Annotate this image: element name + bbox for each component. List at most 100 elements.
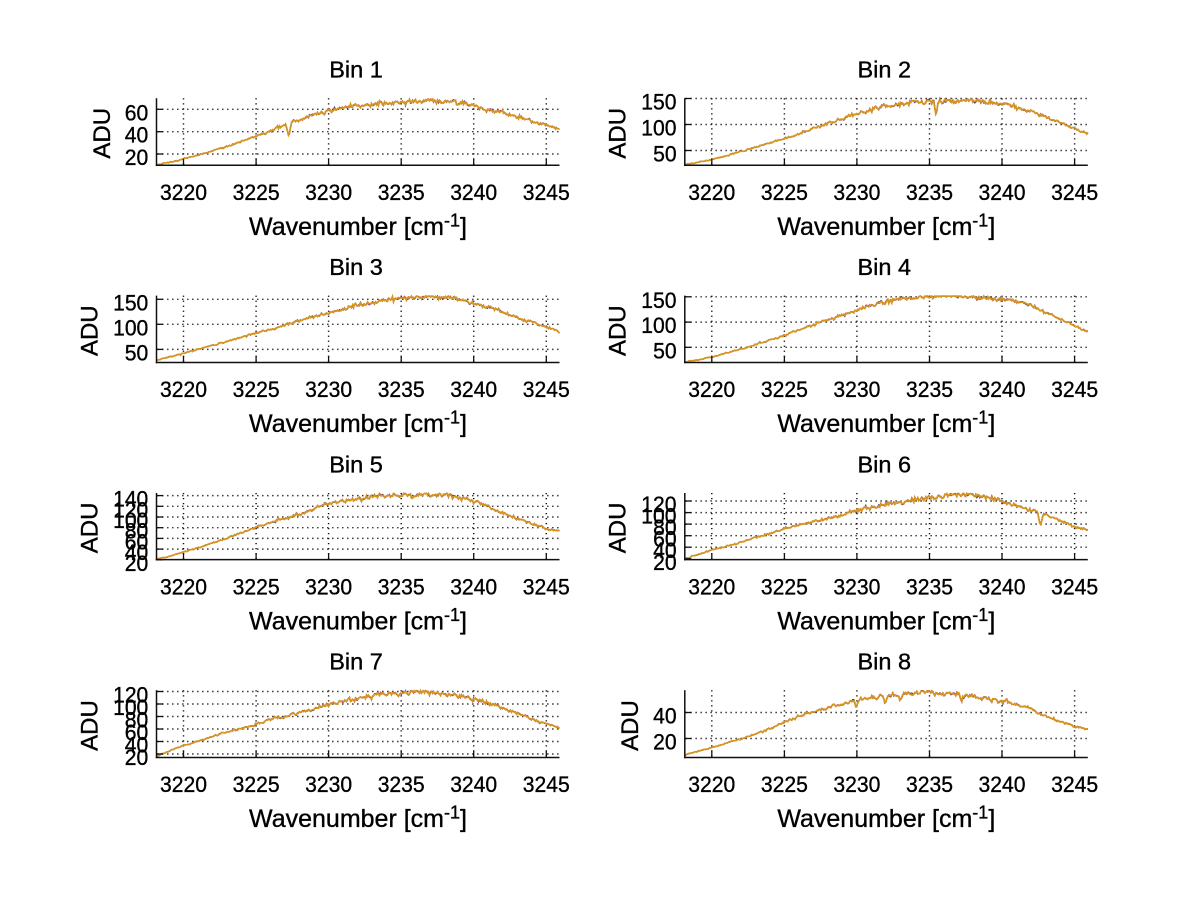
svg-text:3235: 3235 xyxy=(906,772,953,797)
svg-text:3225: 3225 xyxy=(233,180,280,205)
svg-text:60: 60 xyxy=(125,100,149,125)
svg-text:3240: 3240 xyxy=(979,574,1026,599)
svg-text:Bin 3: Bin 3 xyxy=(329,254,383,280)
svg-text:40: 40 xyxy=(125,733,149,758)
svg-text:3230: 3230 xyxy=(833,377,880,402)
svg-text:3235: 3235 xyxy=(378,180,425,205)
svg-text:60: 60 xyxy=(653,527,677,552)
svg-text:3245: 3245 xyxy=(1051,574,1098,599)
svg-text:3225: 3225 xyxy=(233,574,280,599)
svg-text:100: 100 xyxy=(113,508,148,533)
svg-text:Wavenumber [cm-1]: Wavenumber [cm-1] xyxy=(777,803,995,834)
svg-text:3220: 3220 xyxy=(688,772,735,797)
svg-text:3220: 3220 xyxy=(160,180,207,205)
svg-text:40: 40 xyxy=(125,123,149,148)
svg-text:80: 80 xyxy=(653,515,677,540)
svg-text:3230: 3230 xyxy=(305,574,352,599)
svg-text:Wavenumber [cm-1]: Wavenumber [cm-1] xyxy=(249,408,467,439)
svg-text:20: 20 xyxy=(653,730,677,755)
svg-text:60: 60 xyxy=(125,720,149,745)
svg-text:3230: 3230 xyxy=(833,180,880,205)
svg-text:140: 140 xyxy=(113,487,148,512)
svg-text:3220: 3220 xyxy=(688,377,735,402)
svg-text:3220: 3220 xyxy=(688,180,735,205)
svg-text:40: 40 xyxy=(125,540,149,565)
svg-text:ADU: ADU xyxy=(617,700,644,751)
svg-text:120: 120 xyxy=(113,497,148,522)
svg-text:3225: 3225 xyxy=(761,180,808,205)
svg-text:ADU: ADU xyxy=(89,108,116,159)
svg-text:Bin 8: Bin 8 xyxy=(858,649,912,675)
svg-text:100: 100 xyxy=(113,315,148,340)
svg-text:3235: 3235 xyxy=(378,772,425,797)
svg-text:120: 120 xyxy=(113,683,148,708)
svg-text:3220: 3220 xyxy=(160,772,207,797)
svg-text:50: 50 xyxy=(125,340,149,365)
svg-text:150: 150 xyxy=(113,290,148,315)
svg-text:20: 20 xyxy=(125,551,149,576)
svg-text:3235: 3235 xyxy=(906,180,953,205)
svg-text:3235: 3235 xyxy=(378,574,425,599)
svg-text:Bin 5: Bin 5 xyxy=(329,451,383,477)
svg-text:100: 100 xyxy=(641,313,676,338)
svg-text:ADU: ADU xyxy=(76,503,103,554)
svg-text:3245: 3245 xyxy=(1051,180,1098,205)
svg-text:3220: 3220 xyxy=(688,574,735,599)
svg-text:40: 40 xyxy=(653,704,677,729)
svg-text:3240: 3240 xyxy=(979,180,1026,205)
svg-text:3245: 3245 xyxy=(523,180,570,205)
svg-text:60: 60 xyxy=(125,529,149,554)
svg-text:150: 150 xyxy=(641,288,676,313)
svg-text:Bin 7: Bin 7 xyxy=(329,649,383,675)
svg-text:3245: 3245 xyxy=(523,574,570,599)
svg-text:20: 20 xyxy=(653,550,677,575)
svg-text:100: 100 xyxy=(641,116,676,141)
svg-text:3245: 3245 xyxy=(1051,772,1098,797)
svg-text:3225: 3225 xyxy=(233,772,280,797)
svg-text:3225: 3225 xyxy=(761,574,808,599)
svg-text:20: 20 xyxy=(125,745,149,770)
svg-text:3225: 3225 xyxy=(761,377,808,402)
svg-text:ADU: ADU xyxy=(605,503,632,554)
svg-text:Wavenumber [cm-1]: Wavenumber [cm-1] xyxy=(777,211,995,242)
svg-text:3230: 3230 xyxy=(305,180,352,205)
svg-text:50: 50 xyxy=(653,142,677,167)
svg-text:Wavenumber [cm-1]: Wavenumber [cm-1] xyxy=(249,211,467,242)
svg-text:120: 120 xyxy=(641,492,676,517)
svg-text:3235: 3235 xyxy=(906,377,953,402)
svg-text:3235: 3235 xyxy=(906,574,953,599)
svg-text:3245: 3245 xyxy=(523,772,570,797)
svg-text:ADU: ADU xyxy=(76,305,103,356)
svg-text:3235: 3235 xyxy=(378,377,425,402)
svg-text:Bin 4: Bin 4 xyxy=(858,254,912,280)
svg-text:Wavenumber [cm-1]: Wavenumber [cm-1] xyxy=(249,803,467,834)
svg-text:ADU: ADU xyxy=(605,108,632,159)
svg-text:3240: 3240 xyxy=(979,772,1026,797)
svg-text:3240: 3240 xyxy=(979,377,1026,402)
svg-text:Wavenumber [cm-1]: Wavenumber [cm-1] xyxy=(249,605,467,636)
svg-text:Wavenumber [cm-1]: Wavenumber [cm-1] xyxy=(777,605,995,636)
svg-text:3230: 3230 xyxy=(305,772,352,797)
svg-text:Bin 1: Bin 1 xyxy=(329,57,383,83)
svg-text:100: 100 xyxy=(113,695,148,720)
svg-text:50: 50 xyxy=(653,338,677,363)
svg-text:Bin 2: Bin 2 xyxy=(858,57,912,83)
svg-text:3240: 3240 xyxy=(450,574,497,599)
svg-text:Wavenumber [cm-1]: Wavenumber [cm-1] xyxy=(777,408,995,439)
svg-text:80: 80 xyxy=(125,708,149,733)
svg-text:3225: 3225 xyxy=(761,772,808,797)
svg-text:3245: 3245 xyxy=(523,377,570,402)
svg-text:3220: 3220 xyxy=(160,574,207,599)
svg-text:ADU: ADU xyxy=(76,700,103,751)
svg-text:3240: 3240 xyxy=(450,772,497,797)
svg-text:Bin 6: Bin 6 xyxy=(858,451,912,477)
svg-text:3230: 3230 xyxy=(833,772,880,797)
svg-text:3225: 3225 xyxy=(233,377,280,402)
svg-text:3240: 3240 xyxy=(450,377,497,402)
svg-text:3240: 3240 xyxy=(450,180,497,205)
svg-text:3220: 3220 xyxy=(160,377,207,402)
svg-text:40: 40 xyxy=(653,538,677,563)
svg-text:3245: 3245 xyxy=(1051,377,1098,402)
svg-text:3230: 3230 xyxy=(305,377,352,402)
svg-text:80: 80 xyxy=(125,519,149,544)
